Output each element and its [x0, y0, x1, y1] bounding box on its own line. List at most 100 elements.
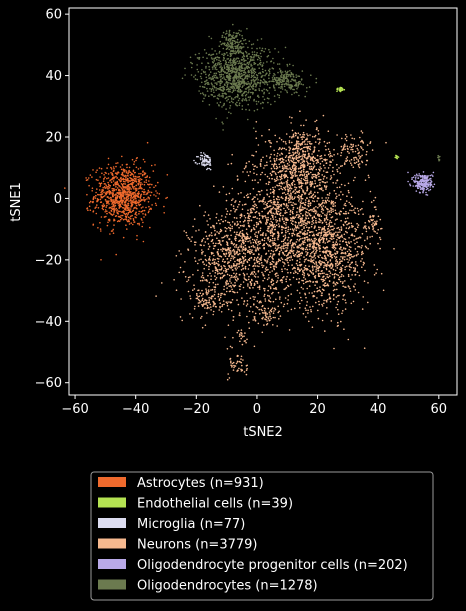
data-point — [226, 210, 229, 213]
data-point — [314, 141, 317, 143]
data-point — [228, 192, 231, 195]
data-point — [280, 182, 282, 184]
data-point — [256, 236, 259, 239]
data-point — [312, 250, 315, 253]
data-point — [301, 173, 303, 176]
data-point — [294, 267, 296, 270]
data-point — [302, 233, 304, 235]
data-point — [270, 208, 273, 211]
data-point — [92, 169, 94, 171]
data-point — [305, 119, 307, 121]
data-point — [248, 327, 251, 330]
data-point — [377, 229, 380, 231]
data-point — [234, 235, 237, 238]
data-point — [127, 194, 129, 196]
data-point — [361, 233, 364, 235]
data-point — [241, 239, 244, 242]
data-point — [345, 220, 348, 223]
data-point — [289, 259, 291, 262]
data-point — [246, 235, 249, 238]
data-point — [274, 172, 277, 174]
data-point — [328, 141, 331, 144]
data-point — [290, 154, 292, 157]
data-point — [350, 234, 353, 237]
data-point — [146, 192, 149, 195]
data-point — [263, 277, 266, 280]
data-point — [127, 173, 129, 175]
data-point — [301, 273, 304, 276]
data-point — [335, 281, 338, 284]
data-point — [250, 250, 252, 253]
data-point — [338, 248, 341, 250]
data-point — [269, 141, 271, 144]
data-point — [145, 193, 147, 196]
data-point — [234, 210, 236, 213]
data-point — [285, 203, 288, 205]
data-point — [301, 217, 304, 219]
data-point — [135, 181, 138, 183]
data-point — [276, 231, 279, 233]
data-point — [219, 296, 222, 299]
data-point — [326, 223, 328, 226]
data-point — [274, 263, 277, 265]
data-point — [229, 358, 231, 360]
series-2-points — [193, 151, 212, 171]
data-point — [122, 178, 124, 181]
data-point — [328, 194, 330, 196]
data-point — [358, 155, 360, 157]
data-point — [98, 194, 100, 196]
data-point — [281, 157, 284, 160]
data-point — [129, 176, 131, 179]
data-point — [345, 200, 348, 202]
data-point — [320, 264, 322, 266]
data-point — [231, 362, 234, 365]
data-point — [240, 269, 243, 271]
data-point — [212, 258, 215, 260]
data-point — [254, 235, 257, 237]
data-point — [308, 227, 310, 229]
data-point — [96, 169, 98, 171]
data-point — [319, 163, 322, 165]
data-point — [268, 295, 271, 297]
data-point — [379, 247, 381, 250]
data-point — [118, 210, 120, 212]
data-point — [265, 253, 267, 255]
data-point — [211, 240, 213, 242]
data-point — [294, 192, 296, 195]
data-point — [199, 158, 202, 161]
data-point — [105, 172, 107, 174]
data-point — [316, 265, 319, 267]
data-point — [308, 199, 310, 201]
data-point — [120, 183, 123, 185]
data-point — [289, 240, 292, 243]
data-point — [320, 211, 323, 213]
data-point — [295, 271, 297, 274]
data-point — [209, 158, 211, 161]
data-point — [333, 237, 335, 240]
data-point — [326, 241, 329, 243]
data-point — [125, 206, 128, 208]
data-point — [121, 155, 123, 158]
data-point — [246, 338, 248, 341]
data-point — [336, 134, 338, 136]
data-point — [324, 154, 326, 156]
data-point — [262, 274, 265, 277]
data-point — [109, 185, 111, 187]
data-point — [303, 174, 306, 176]
data-point — [130, 222, 132, 224]
data-point — [225, 249, 227, 252]
data-point — [283, 182, 285, 184]
data-point — [257, 249, 260, 251]
data-point — [356, 271, 359, 273]
data-point — [273, 193, 275, 195]
data-point — [307, 202, 310, 205]
data-point — [114, 176, 116, 178]
data-point — [281, 279, 283, 282]
data-point — [253, 316, 255, 318]
data-point — [224, 219, 227, 222]
data-point — [203, 267, 205, 270]
data-point — [309, 156, 312, 158]
data-point — [120, 173, 123, 176]
data-point — [290, 247, 293, 249]
data-point — [262, 265, 265, 267]
